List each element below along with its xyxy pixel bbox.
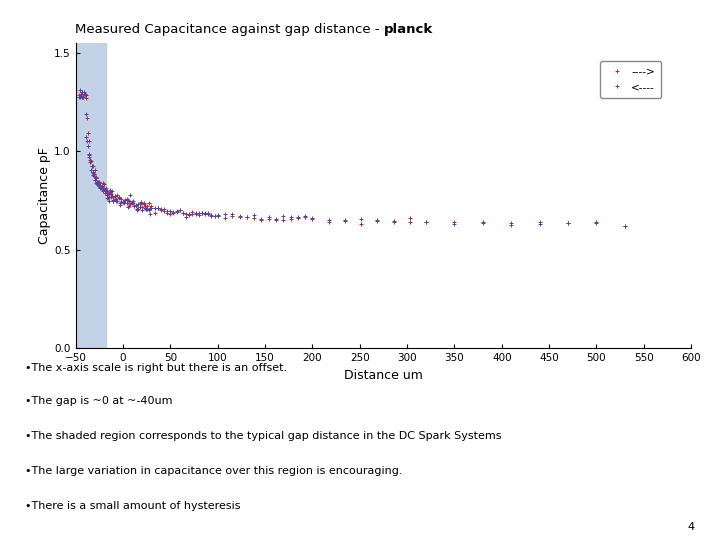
Text: •There is a small amount of hysteresis: •There is a small amount of hysteresis [25, 501, 240, 511]
Legend: ---->, <----: ---->, <---- [600, 60, 662, 98]
<---- [75, 93, 84, 100]
----> [163, 207, 171, 214]
----> [536, 219, 544, 225]
----> [139, 200, 148, 207]
Y-axis label: Capacitance pF: Capacitance pF [38, 147, 51, 244]
----> [97, 184, 106, 191]
Text: Measured Capacitance against gap distance -: Measured Capacitance against gap distanc… [75, 23, 383, 36]
Bar [76, 43, 106, 348]
Text: •The large variation in capacitance over this region is encouraging.: •The large variation in capacitance over… [25, 466, 402, 476]
----> [405, 215, 414, 221]
----> [75, 92, 84, 98]
Text: •The shaded region corresponds to the typical gap distance in the DC Spark Syste: •The shaded region corresponds to the ty… [25, 431, 502, 441]
Line: ---->: ----> [77, 90, 627, 228]
----> [106, 189, 114, 195]
<---- [621, 223, 629, 230]
----> [80, 89, 89, 95]
<---- [109, 198, 118, 204]
<---- [82, 133, 91, 140]
Text: •The x-axis scale is right but there is an offset.: •The x-axis scale is right but there is … [25, 362, 287, 373]
<---- [124, 204, 132, 210]
Text: planck: planck [383, 23, 433, 36]
Text: 4: 4 [688, 522, 695, 532]
----> [621, 223, 629, 230]
Line: <----: <---- [77, 88, 627, 228]
<---- [78, 93, 87, 100]
<---- [176, 207, 184, 213]
Text: •The gap is ~0 at ~-40um: •The gap is ~0 at ~-40um [25, 396, 173, 406]
X-axis label: Distance um: Distance um [344, 369, 423, 382]
<---- [76, 87, 84, 93]
<---- [210, 213, 219, 219]
